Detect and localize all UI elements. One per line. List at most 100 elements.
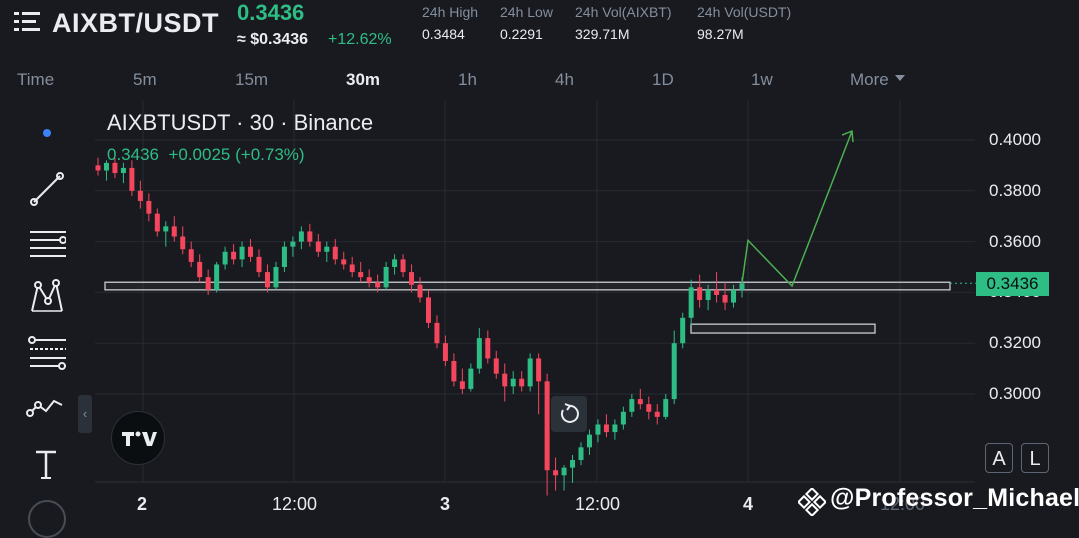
stat-high-label: 24h High xyxy=(422,4,479,20)
tradingview-logo-glyph xyxy=(122,431,157,446)
chevron-down-icon xyxy=(894,74,905,81)
stat-vol-base-value: 329.71M xyxy=(575,26,630,42)
tab-1h[interactable]: 1h xyxy=(458,70,477,89)
support-zone xyxy=(104,281,951,291)
candle-body xyxy=(154,213,160,232)
legend-change: +0.0025 (+0.73%) xyxy=(168,145,305,164)
tab-5m[interactable]: 5m xyxy=(133,70,157,89)
candle-body xyxy=(112,162,118,174)
candle-body xyxy=(570,460,576,468)
candle-body xyxy=(256,256,262,273)
candle-body xyxy=(663,399,669,417)
candle-body xyxy=(315,241,321,252)
chart-legend: 0.3436 +0.0025 (+0.73%) xyxy=(107,145,305,165)
y-tick-label: 0.3000 xyxy=(989,384,1041,403)
candle-body xyxy=(442,343,448,361)
stat-vol-quote-label: 24h Vol(USDT) xyxy=(697,4,792,20)
candle-body xyxy=(510,378,516,387)
candle-body xyxy=(197,261,203,278)
candle-body xyxy=(468,368,474,389)
x-label-3: 3 xyxy=(440,494,451,514)
tab-1w[interactable]: 1w xyxy=(751,70,773,89)
candle-body xyxy=(180,236,186,250)
pair-title[interactable]: AIXBT/USDT xyxy=(52,8,219,38)
stat-low-value: 0.2291 xyxy=(500,26,543,42)
horizontal-lines-icon[interactable] xyxy=(26,224,66,264)
prediction-icon[interactable] xyxy=(26,387,66,427)
trendline-icon[interactable] xyxy=(26,169,66,209)
more-tools-icon[interactable] xyxy=(28,500,66,538)
x-label-1200c: 12:00 xyxy=(880,494,926,514)
candle-body xyxy=(451,360,457,382)
tab-more[interactable]: More xyxy=(850,70,905,90)
tab-30m[interactable]: 30m xyxy=(346,70,381,89)
candle-body xyxy=(739,283,745,290)
candle-body xyxy=(553,470,559,476)
text-icon[interactable] xyxy=(26,444,66,484)
watermark: @Professor_Michael xyxy=(830,484,1079,512)
candle-body xyxy=(137,190,143,201)
candle-body xyxy=(620,411,626,425)
last-price: 0.3436 xyxy=(237,0,305,25)
candle-body xyxy=(358,272,364,278)
collapse-arrow-icon[interactable]: ‹ xyxy=(78,395,92,433)
candles-layer xyxy=(95,157,745,496)
candle-body xyxy=(171,226,177,237)
candle-body xyxy=(298,231,304,242)
log-scale-button[interactable]: L xyxy=(1021,443,1049,473)
tab-4h[interactable]: 4h xyxy=(555,70,574,89)
tab-time[interactable]: Time xyxy=(17,70,55,89)
candle-body xyxy=(680,317,686,344)
candle-body xyxy=(731,289,737,303)
change-percent: +12.62% xyxy=(328,31,392,48)
stat-vol-base-label: 24h Vol(AIXBT) xyxy=(575,4,672,20)
candle-body xyxy=(671,343,677,400)
fib-icon[interactable] xyxy=(26,332,66,372)
candle-body xyxy=(705,289,711,301)
candle-body xyxy=(586,434,592,448)
projection-line xyxy=(741,130,853,288)
x-label-2: 2 xyxy=(137,494,148,514)
candle-body xyxy=(214,264,220,290)
candle-body xyxy=(637,399,643,405)
candle-body xyxy=(688,287,694,318)
candle-body xyxy=(383,267,389,288)
candle-body xyxy=(476,338,482,369)
candle-body xyxy=(264,272,270,288)
menu-icon[interactable] xyxy=(14,10,40,34)
y-tick-label: 0.3200 xyxy=(989,333,1041,353)
chart-canvas[interactable] xyxy=(0,96,1079,523)
candle-body xyxy=(595,424,601,435)
candle-body xyxy=(188,249,194,262)
candle-body xyxy=(578,447,584,461)
current-price-label: 0.3436 xyxy=(976,272,1049,296)
candle-body xyxy=(536,358,542,382)
candle-body xyxy=(231,251,237,260)
candle-body xyxy=(409,272,415,285)
candle-body xyxy=(629,399,635,412)
candle-body xyxy=(519,378,525,387)
reset-button[interactable] xyxy=(551,396,587,432)
tradingview-logo-icon[interactable] xyxy=(111,411,165,465)
candle-body xyxy=(239,246,245,260)
candle-body xyxy=(332,246,338,260)
pattern-icon[interactable] xyxy=(26,277,66,317)
support-zone-lower xyxy=(690,323,876,334)
candle-body xyxy=(163,226,169,232)
binance-logo-glyph xyxy=(796,486,828,518)
dot-icon[interactable] xyxy=(42,128,52,138)
candle-body xyxy=(722,294,728,303)
tab-1d[interactable]: 1D xyxy=(652,70,674,89)
stat-vol-quote-value: 98.27M xyxy=(697,26,744,42)
candle-body xyxy=(324,246,330,252)
candle-body xyxy=(366,277,372,283)
legend-price: 0.3436 xyxy=(107,145,159,164)
candle-body xyxy=(222,251,228,265)
chart-title: AIXBTUSDT · 30 · Binance xyxy=(107,110,374,135)
tab-15m[interactable]: 15m xyxy=(235,70,269,89)
projection-layer xyxy=(741,130,854,288)
candle-body xyxy=(281,246,287,267)
candle-body xyxy=(425,297,431,323)
auto-scale-button[interactable]: A xyxy=(985,443,1013,473)
candle-body xyxy=(205,277,211,290)
